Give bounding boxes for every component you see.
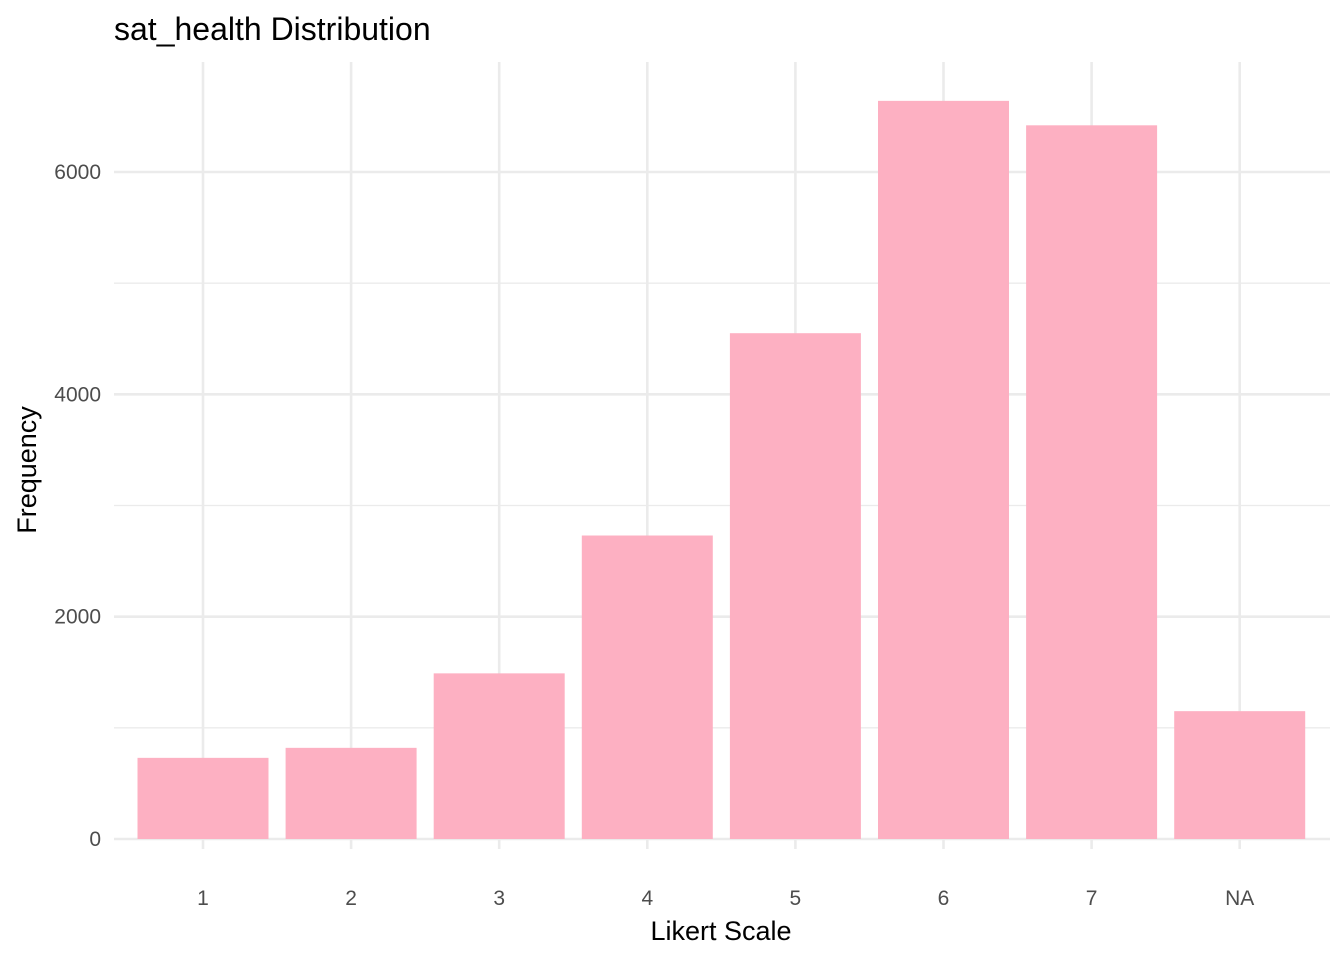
x-tick-label: 5 bbox=[790, 887, 802, 910]
x-tick-label: 1 bbox=[197, 887, 209, 910]
bar-7 bbox=[1026, 125, 1158, 839]
y-tick-label: 2000 bbox=[54, 606, 101, 629]
x-tick-label: 2 bbox=[345, 887, 357, 910]
bar-1 bbox=[137, 757, 269, 839]
chart-title: sat_health Distribution bbox=[114, 11, 431, 47]
x-axis-title: Likert Scale bbox=[650, 916, 791, 946]
y-tick-label: 0 bbox=[89, 828, 101, 851]
bar-2 bbox=[285, 747, 417, 839]
y-tick-label: 6000 bbox=[54, 161, 101, 184]
bars bbox=[137, 100, 1306, 839]
bar-na bbox=[1174, 711, 1306, 839]
x-tick-label: 3 bbox=[493, 887, 505, 910]
y-axis-title: Frequency bbox=[12, 406, 42, 534]
y-tick-label: 4000 bbox=[54, 383, 101, 406]
bar-5 bbox=[729, 333, 861, 839]
bar-4 bbox=[581, 535, 713, 839]
x-tick-label: 7 bbox=[1086, 887, 1098, 910]
x-tick-label: 6 bbox=[938, 887, 950, 910]
bar-6 bbox=[878, 100, 1009, 839]
x-tick-label: NA bbox=[1225, 887, 1254, 910]
x-axis-ticks: 1 2 3 4 5 6 7 NA bbox=[197, 887, 1254, 910]
bar-3 bbox=[433, 673, 565, 839]
y-axis-ticks: 0 2000 4000 6000 bbox=[54, 161, 101, 851]
x-tick-label: 4 bbox=[641, 887, 653, 910]
